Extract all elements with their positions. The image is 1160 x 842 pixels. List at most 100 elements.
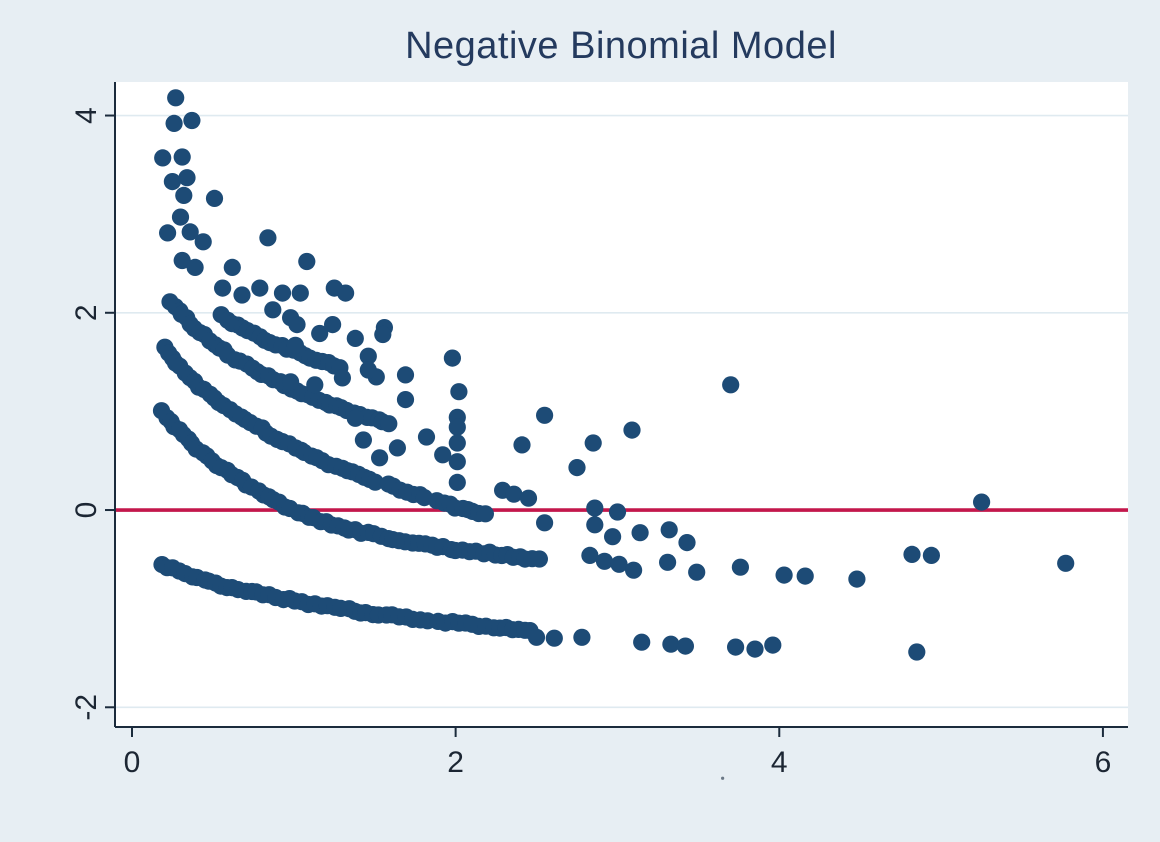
data-point [194, 233, 212, 251]
data-point [259, 229, 277, 247]
data-point [223, 258, 241, 276]
data-point [448, 453, 466, 471]
data-point [623, 421, 641, 439]
data-point [688, 563, 706, 581]
data-point [505, 485, 523, 503]
data-point [311, 324, 329, 343]
data-point [530, 550, 549, 568]
data-point [298, 252, 316, 271]
y-tick-label: 4 [70, 107, 103, 124]
plot-area [115, 82, 1128, 727]
data-point [173, 148, 191, 166]
y-tick-label: 0 [70, 502, 103, 519]
data-point [796, 567, 814, 585]
data-point [625, 561, 643, 579]
data-point [660, 521, 678, 539]
data-point [903, 545, 921, 564]
data-point [324, 316, 342, 334]
data-point [346, 329, 364, 347]
data-point [922, 546, 941, 565]
data-point [214, 279, 232, 297]
data-point [186, 258, 204, 276]
data-point [662, 635, 680, 653]
data-point [631, 524, 649, 542]
data-point [536, 406, 554, 424]
data-point [659, 553, 677, 571]
data-point [476, 505, 494, 523]
data-point [306, 376, 324, 394]
y-tick-label: -2 [70, 694, 103, 721]
data-point [448, 473, 466, 491]
x-tick-label: 6 [1095, 746, 1112, 779]
x-tick-label: 2 [447, 746, 464, 779]
x-tick-label: 0 [124, 746, 141, 779]
data-point [264, 301, 282, 319]
data-point [154, 149, 172, 167]
data-point [450, 383, 468, 401]
data-point [380, 415, 398, 433]
data-point [746, 640, 764, 658]
data-point [175, 186, 193, 204]
stray-mark [721, 776, 725, 780]
data-point [727, 638, 745, 656]
data-point [676, 637, 695, 655]
data-point [973, 493, 991, 511]
data-point [1057, 554, 1075, 572]
data-point [163, 173, 181, 191]
data-point [608, 503, 627, 521]
data-point [173, 251, 191, 270]
data-point [527, 628, 546, 646]
data-point [722, 376, 740, 394]
data-point [775, 566, 793, 584]
data-point [448, 434, 466, 452]
data-point [354, 431, 372, 449]
data-point [374, 325, 392, 344]
data-point [396, 391, 415, 409]
data-point [633, 633, 651, 651]
data-point [545, 629, 563, 647]
data-point [513, 436, 531, 454]
data-point [371, 449, 389, 467]
data-point [848, 570, 866, 588]
data-point [586, 499, 604, 517]
data-point [171, 208, 190, 226]
data-point [337, 284, 355, 302]
data-point [346, 409, 364, 427]
data-point [568, 459, 586, 477]
data-point [417, 428, 436, 446]
data-point [251, 279, 269, 297]
data-point [536, 514, 554, 532]
data-point [183, 111, 201, 130]
data-point [604, 528, 622, 546]
data-point [443, 349, 461, 367]
data-point [908, 643, 926, 661]
data-point [167, 89, 185, 107]
data-point [205, 189, 224, 207]
data-point [288, 316, 306, 334]
data-point [573, 628, 591, 646]
data-point [291, 284, 309, 302]
y-tick-label: 2 [70, 304, 103, 321]
data-point [286, 336, 304, 354]
data-point [584, 434, 602, 452]
data-point [359, 347, 377, 365]
data-point [610, 555, 628, 573]
data-point [359, 361, 377, 379]
data-point [519, 489, 538, 507]
data-point [581, 546, 599, 565]
x-tick-label: 4 [771, 746, 788, 779]
data-point [233, 286, 251, 304]
chart-title: Negative Binomial Model [405, 25, 837, 67]
data-point [165, 114, 183, 132]
data-point [388, 439, 406, 457]
data-point [448, 418, 466, 436]
data-point [178, 169, 196, 187]
data-point [366, 473, 384, 491]
data-point [434, 446, 452, 464]
data-point [595, 552, 614, 570]
data-point [396, 366, 415, 384]
data-point [333, 369, 351, 387]
data-point [586, 516, 604, 534]
